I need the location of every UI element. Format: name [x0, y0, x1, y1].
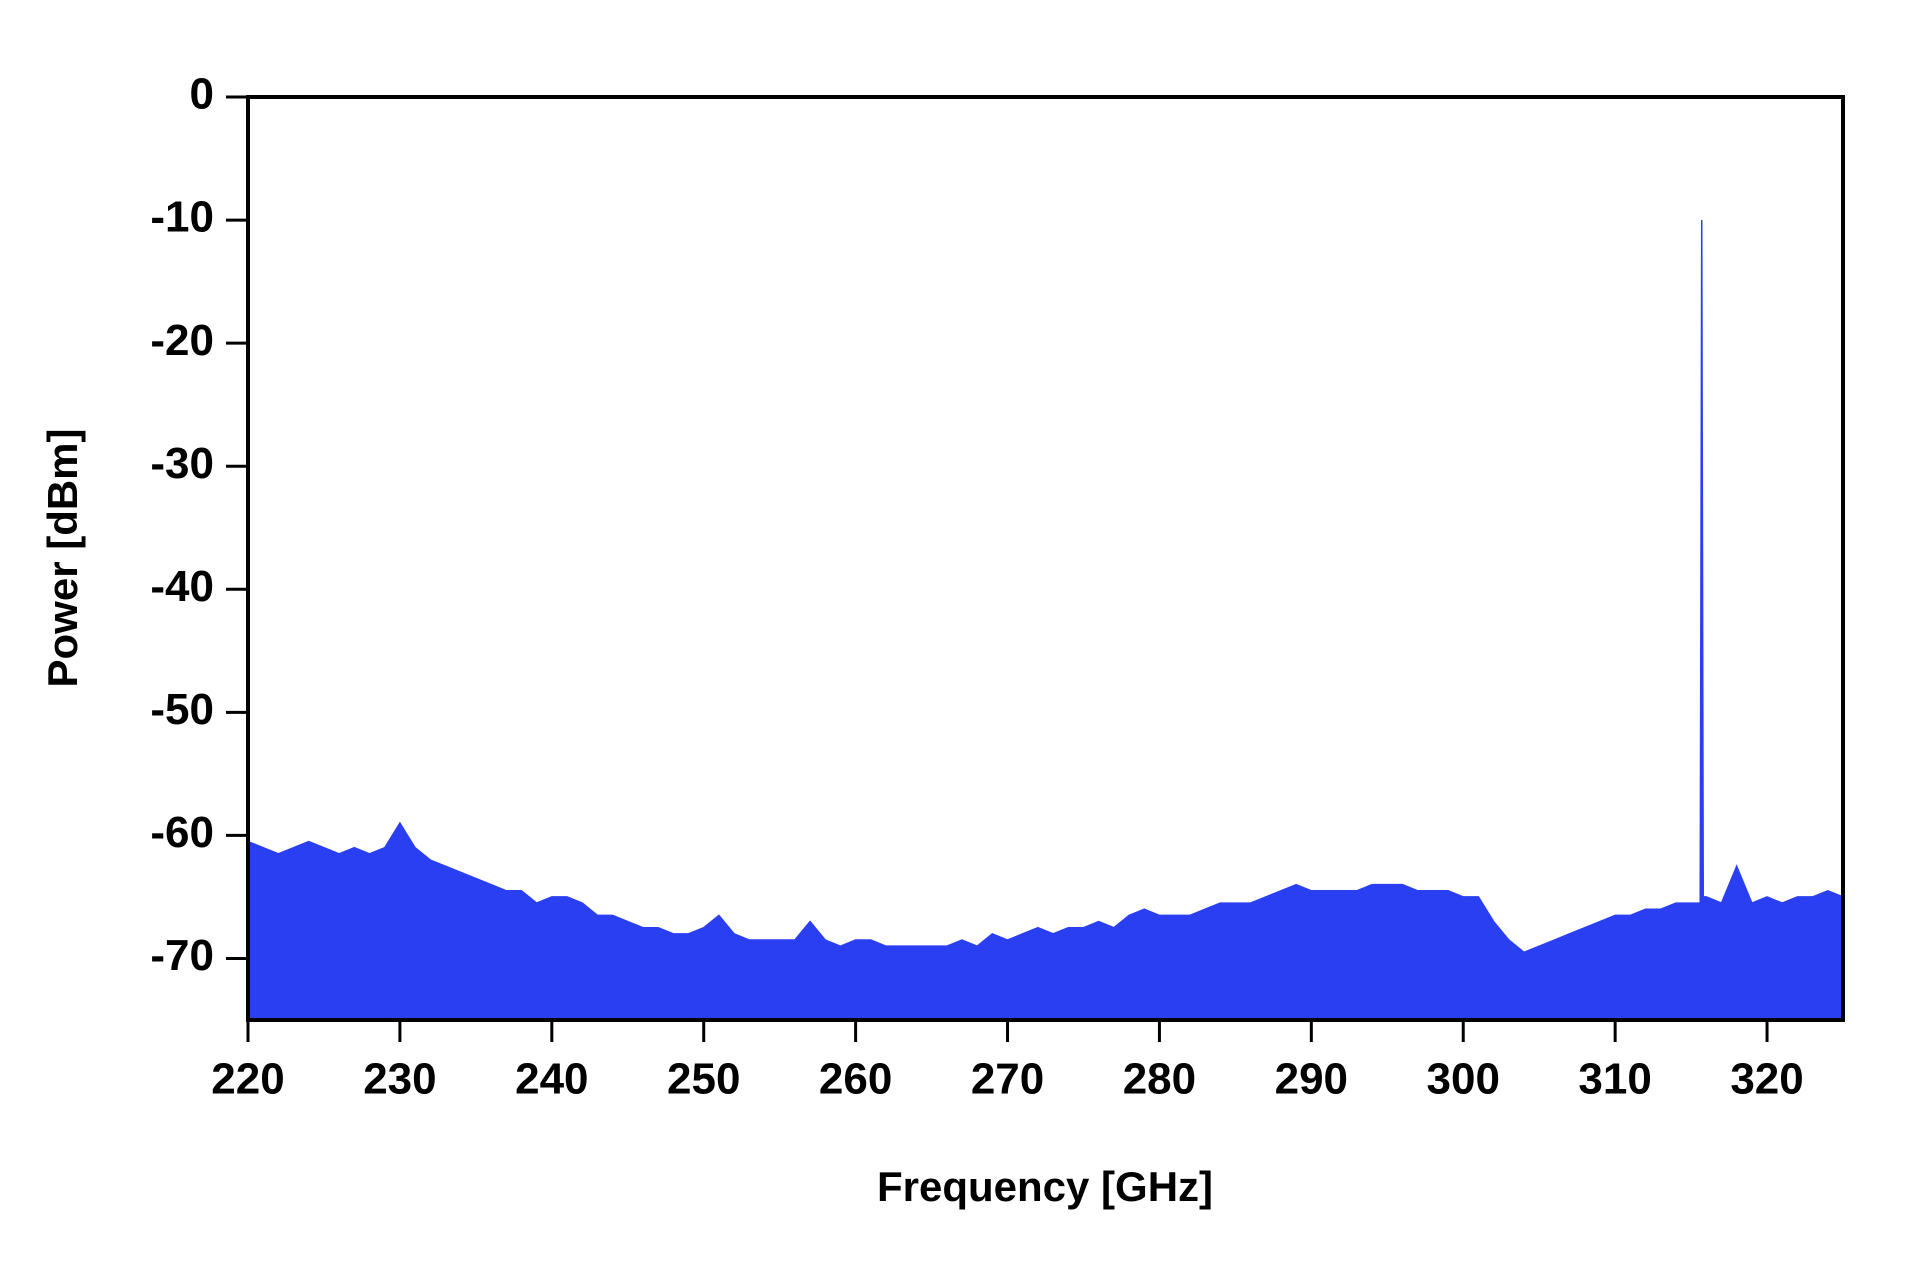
- x-tick-label: 290: [1275, 1055, 1348, 1104]
- plot-frame: [246, 95, 1845, 1022]
- x-tick-label: 250: [667, 1055, 740, 1104]
- x-tick-label: 280: [1123, 1055, 1196, 1104]
- y-tick-label: -10: [150, 193, 214, 242]
- x-tick-label: 270: [971, 1055, 1044, 1104]
- x-tick-label: 320: [1730, 1055, 1803, 1104]
- x-axis-label: Frequency [GHz]: [877, 1163, 1213, 1210]
- x-tick-label: 230: [363, 1055, 436, 1104]
- y-tick-label: -40: [150, 562, 214, 611]
- y-axis-label: Power [dBm]: [39, 428, 86, 687]
- x-tick-label: 260: [819, 1055, 892, 1104]
- x-tick-label: 310: [1578, 1055, 1651, 1104]
- y-tick-label: 0: [190, 70, 214, 119]
- y-tick-label: -60: [150, 808, 214, 857]
- spectrum-area: [247, 220, 1844, 1021]
- y-tick-label: -50: [150, 685, 214, 734]
- x-tick-label: 240: [515, 1055, 588, 1104]
- y-tick-label: -20: [150, 316, 214, 365]
- x-tick-label: 220: [211, 1055, 284, 1104]
- x-tick-label: 300: [1427, 1055, 1500, 1104]
- y-tick-label: -30: [150, 439, 214, 488]
- y-tick-label: -70: [150, 931, 214, 980]
